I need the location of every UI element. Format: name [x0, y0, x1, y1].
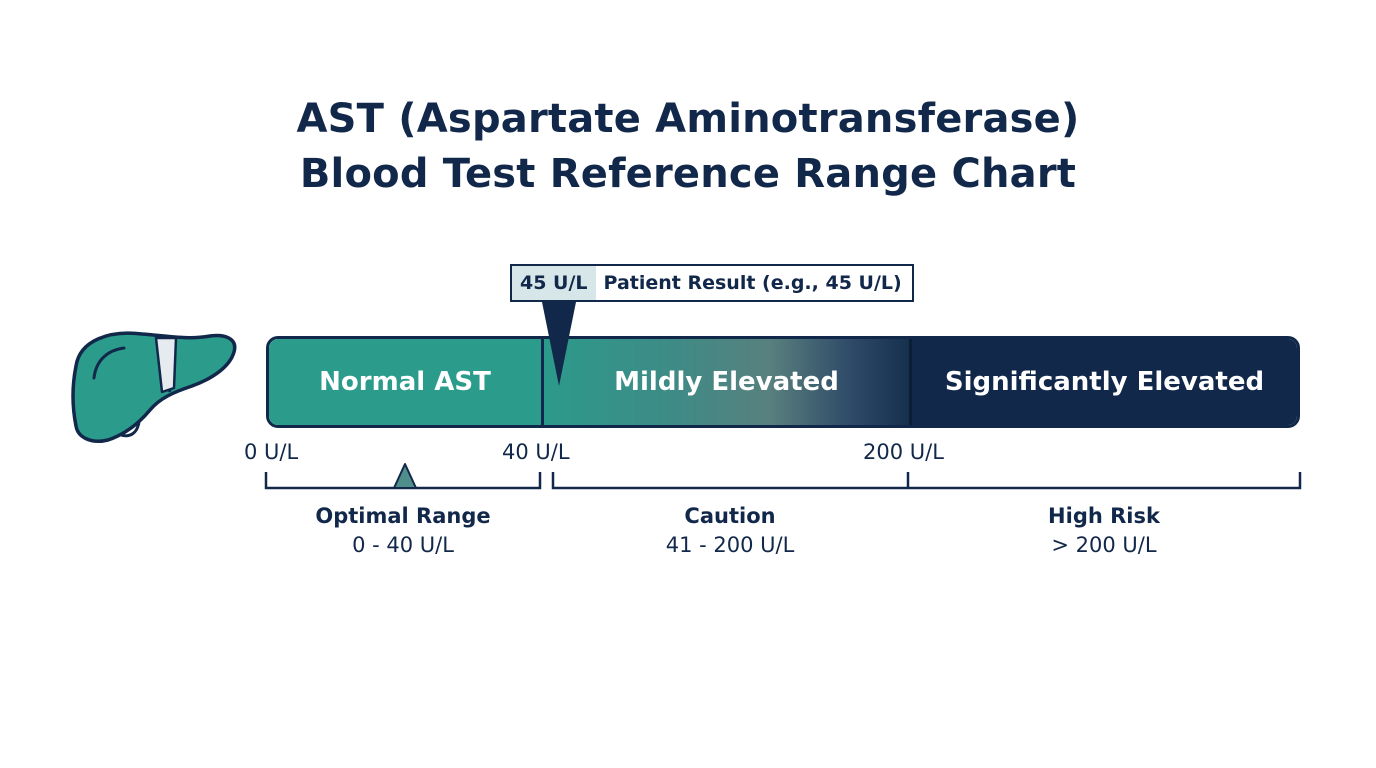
tick-40: 40 U/L: [502, 440, 570, 464]
pointer-marker-icon: [542, 302, 576, 386]
patient-value: 45 U/L: [512, 266, 596, 300]
zone-optimal: Optimal Range 0 - 40 U/L: [315, 502, 490, 560]
patient-result-label: Patient Result (e.g., 45 U/L): [603, 272, 902, 294]
zone-caution-range: 41 - 200 U/L: [665, 533, 795, 557]
segment-normal-label: Normal AST: [319, 367, 491, 397]
zone-caution-name: Caution: [684, 504, 776, 528]
liver-icon: [71, 331, 237, 443]
segment-significant-label: Significantly Elevated: [944, 367, 1265, 397]
zone-optimal-range: 0 - 40 U/L: [352, 533, 454, 557]
zone-caution: Caution 41 - 200 U/L: [666, 502, 795, 560]
segment-normal: Normal AST: [269, 339, 541, 425]
tick-200: 200 U/L: [863, 440, 944, 464]
page-title: AST (Aspartate Aminotransferase) Blood T…: [0, 92, 1376, 202]
zone-high-risk-range: > 200 U/L: [1051, 533, 1157, 557]
zone-high-risk-name: High Risk: [1048, 504, 1160, 528]
segment-significantly-elevated: Significantly Elevated: [909, 339, 1297, 425]
title-line-1: AST (Aspartate Aminotransferase): [296, 96, 1080, 142]
range-bar: Normal AST Mildly Elevated Significantly…: [266, 336, 1300, 428]
tick-0: 0 U/L: [244, 440, 299, 464]
zone-optimal-name: Optimal Range: [315, 504, 491, 528]
zone-high-risk: High Risk > 200 U/L: [1048, 502, 1160, 560]
title-line-2: Blood Test Reference Range Chart: [299, 151, 1077, 197]
segment-mildly-elevated: Mildly Elevated: [541, 339, 909, 425]
triangle-marker-icon: [393, 463, 417, 489]
segment-mild-label: Mildly Elevated: [614, 367, 839, 397]
patient-result-callout: 45 U/L Patient Result (e.g., 45 U/L): [510, 264, 914, 302]
